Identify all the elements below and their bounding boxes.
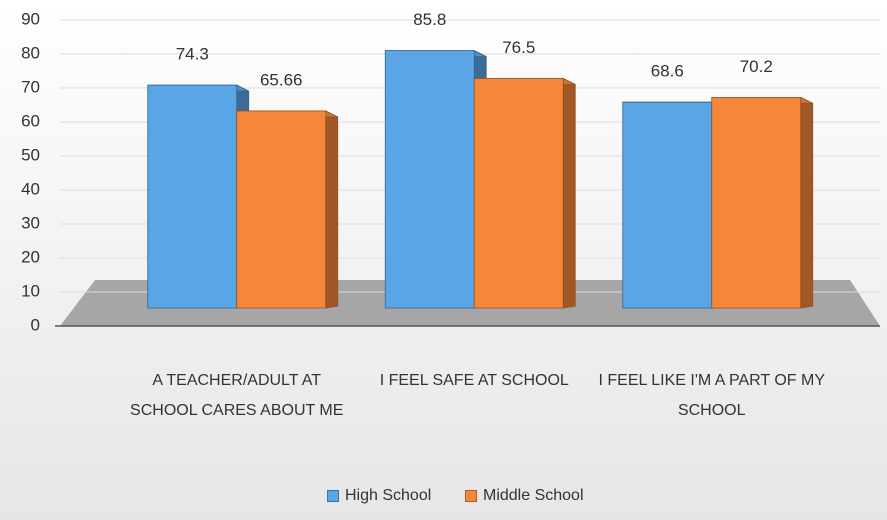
data-label: 85.8 [413,10,446,29]
y-tick-label: 10 [21,281,40,300]
legend-swatch [327,490,339,502]
data-label: 68.6 [651,62,684,81]
bar [711,96,814,309]
bar-face [384,50,475,309]
y-tick-label: 80 [21,43,40,62]
x-tick-label: I FEEL SAFE AT SCHOOL [379,372,569,389]
data-label: 65.66 [260,71,303,90]
y-tick-label: 40 [21,179,40,198]
y-tick-label: 50 [21,145,40,164]
legend-swatch [465,490,477,502]
y-tick-label: 20 [21,247,40,266]
y-tick-label: 0 [31,315,40,334]
y-tick-label: 30 [21,213,40,232]
bar [236,110,339,309]
y-tick-label: 60 [21,111,40,130]
x-tick-label: I FEEL LIKE I'M A PART OF MY SCHOOL [598,372,826,419]
legend-label: High School [345,487,432,504]
bar-face [562,77,576,309]
y-tick-label: 90 [21,9,40,28]
bar-face [325,110,339,309]
bar-face [147,84,238,309]
data-label: 76.5 [502,38,535,57]
legend-label: Middle School [483,487,584,504]
bar-face [473,78,564,309]
data-label: 70.2 [740,57,773,76]
bar [384,49,487,309]
bar [473,77,576,309]
x-tick-label: A TEACHER/ADULT AT SCHOOL CARES ABOUT ME [130,372,344,419]
y-tick-label: 70 [21,77,40,96]
legend-item: High School [327,484,431,508]
bar-face [622,101,713,309]
legend-item: Middle School [465,484,584,508]
bar [622,101,725,309]
data-label: 74.3 [176,45,209,64]
bar-face [711,97,802,309]
bar-face [800,96,814,309]
bar-face [236,110,327,309]
bar [147,84,250,309]
